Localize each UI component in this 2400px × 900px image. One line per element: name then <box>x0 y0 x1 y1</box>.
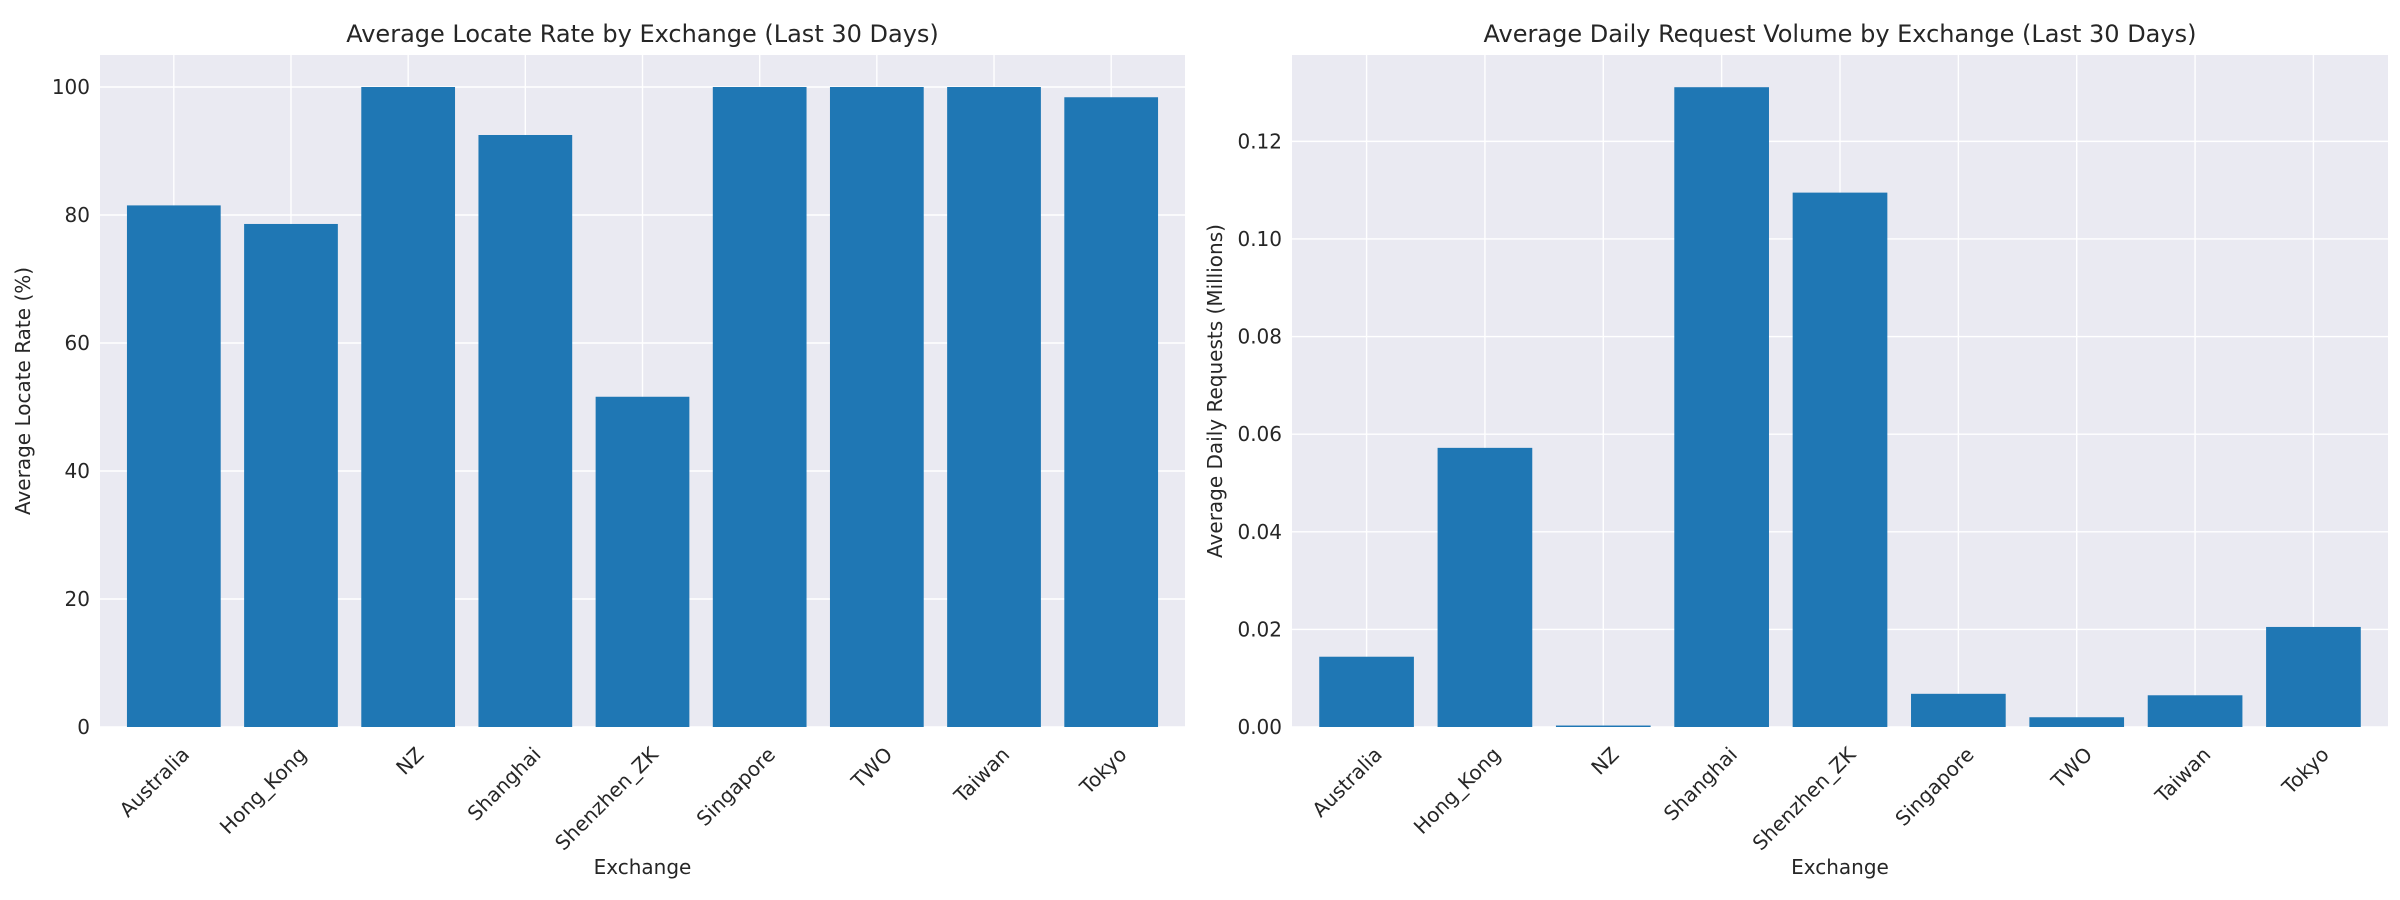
chart-title: Average Locate Rate by Exchange (Last 30… <box>346 20 939 48</box>
y-tick-label: 0.12 <box>1237 129 1282 153</box>
y-axis-label: Average Daily Requests (Millions) <box>1203 224 1227 558</box>
x-tick-label: Hong_Kong <box>1409 742 1505 838</box>
x-tick-label: Singapore <box>1890 742 1978 830</box>
x-tick-label: Australia <box>1307 742 1387 822</box>
y-tick-label: 0.08 <box>1237 325 1282 349</box>
x-tick-label: Shanghai <box>1659 742 1742 825</box>
y-tick-label: 0 <box>77 715 90 739</box>
chart-title: Average Daily Request Volume by Exchange… <box>1484 20 2197 48</box>
y-tick-label: 80 <box>65 203 90 227</box>
locate-rate-chart: Average Locate Rate by Exchange (Last 30… <box>11 20 1185 879</box>
y-tick-label: 0.02 <box>1237 617 1282 641</box>
bar-shenzhen-zk <box>1792 192 1888 727</box>
bar-two <box>829 87 924 727</box>
x-tick-label: NZ <box>1586 742 1623 779</box>
bar-tokyo <box>1064 97 1159 728</box>
bar-taiwan <box>2147 695 2243 727</box>
x-axis-label: Exchange <box>1791 855 1889 879</box>
y-tick-label: 0.06 <box>1237 422 1282 446</box>
x-tick-label: Shenzhen_ZK <box>550 742 663 855</box>
x-tick-label: Shenzhen_ZK <box>1748 742 1861 855</box>
bar-nz <box>361 87 456 727</box>
y-tick-label: 100 <box>52 75 90 99</box>
x-axis-label: Exchange <box>594 855 692 879</box>
x-tick-label: Tokyo <box>1074 742 1131 799</box>
y-tick-label: 60 <box>65 331 90 355</box>
bar-hong-kong <box>244 223 338 727</box>
bar-tokyo <box>2266 626 2361 727</box>
x-tick-label: Australia <box>115 742 195 822</box>
bar-shenzhen-zk <box>595 396 690 727</box>
bar-singapore <box>1911 693 2006 727</box>
x-tick-label: Taiwan <box>2150 742 2216 808</box>
x-tick-label: Taiwan <box>949 742 1015 808</box>
y-tick-label: 20 <box>65 587 90 611</box>
bar-two <box>2029 717 2125 727</box>
y-tick-label: 40 <box>65 459 90 483</box>
y-axis-label: Average Locate Rate (%) <box>11 267 35 515</box>
bar-shanghai <box>1674 87 1769 727</box>
x-tick-label: Shanghai <box>463 742 546 825</box>
bar-hong-kong <box>1437 447 1533 727</box>
bar-taiwan <box>947 87 1041 727</box>
x-tick-label: Singapore <box>692 742 780 830</box>
x-tick-label: TWO <box>846 742 897 793</box>
x-tick-label: NZ <box>391 742 428 779</box>
bar-shanghai <box>478 135 573 727</box>
request-volume-chart: Average Daily Request Volume by Exchange… <box>1203 20 2388 879</box>
x-tick-label: Hong_Kong <box>215 742 311 838</box>
bar-australia <box>1319 656 1414 727</box>
y-tick-label: 0.04 <box>1237 520 1282 544</box>
bar-singapore <box>712 87 807 727</box>
bar-australia <box>126 205 221 727</box>
x-tick-label: TWO <box>2046 742 2097 793</box>
y-tick-label: 0.00 <box>1237 715 1282 739</box>
x-tick-label: Tokyo <box>2276 742 2333 799</box>
bar-nz <box>1555 725 1651 727</box>
y-tick-label: 0.10 <box>1237 227 1282 251</box>
